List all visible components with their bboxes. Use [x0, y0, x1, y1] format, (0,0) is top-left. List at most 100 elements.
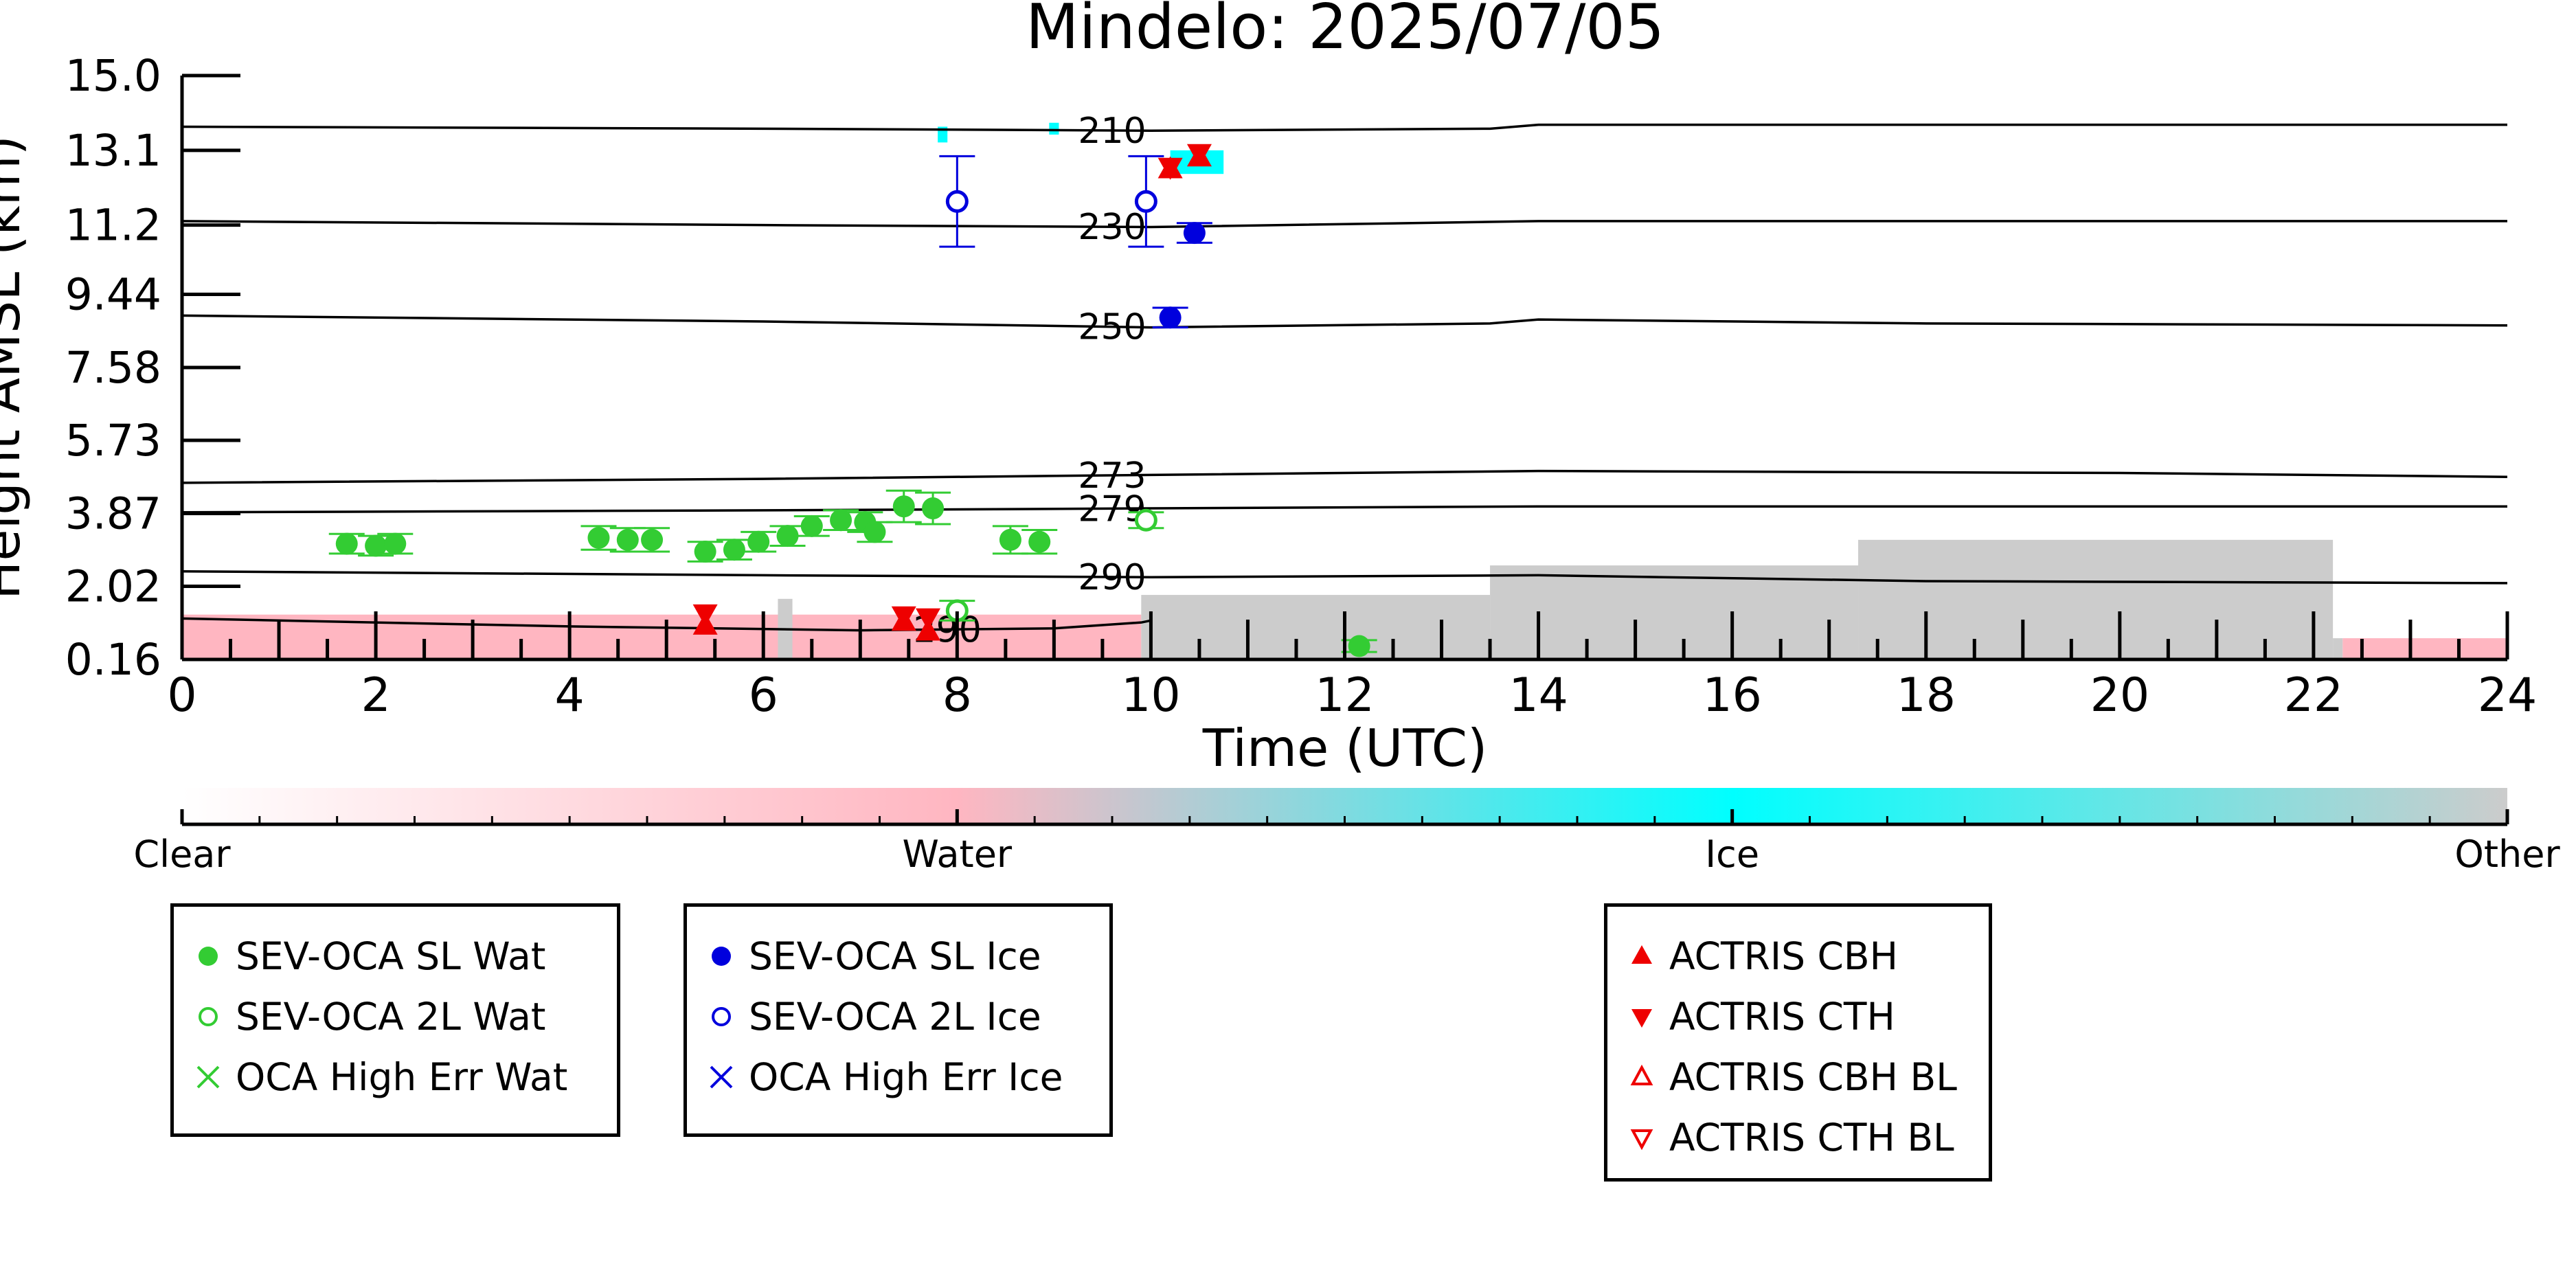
legend-entry: OCA High Err Wat [174, 1055, 567, 1099]
marker-filled-circle [922, 497, 945, 520]
marker-filled-circle [365, 534, 387, 557]
y-axis-label: Height AMSL (km) [0, 135, 32, 600]
marker-filled-circle [747, 530, 770, 553]
x-tick-label: 16 [1702, 668, 1762, 723]
isotherm-label: 230 [1078, 207, 1146, 248]
y-tick-label: 9.44 [65, 269, 161, 319]
legend-label: SEV-OCA SL Wat [236, 934, 546, 978]
marker-filled-circle [999, 528, 1021, 551]
legend-marker-icon [701, 1057, 742, 1098]
legend-water: SEV-OCA SL Wat SEV-OCA 2L Wat OCA High Err… [170, 903, 620, 1137]
isotherm-line [182, 505, 2507, 514]
y-tick-label: 13.1 [65, 126, 161, 176]
marker-filled-circle [1028, 530, 1051, 553]
colorbar-axis: Clear Water Ice Other [133, 809, 2560, 876]
legend-entry: ACTRIS CBH [1607, 934, 1898, 978]
legend-label: ACTRIS CBH BL [1669, 1055, 1957, 1099]
classification-background [182, 122, 2507, 659]
other-region [1858, 539, 2334, 659]
axes: 15.013.111.29.447.585.733.872.020.160 2 4 6… [65, 51, 2538, 723]
water-region [2342, 638, 2507, 659]
marker-filled-circle [776, 525, 799, 547]
other-region [2333, 638, 2343, 659]
legend-label: SEV-OCA 2L Ice [749, 995, 1041, 1039]
colorbar-label: Other [2454, 833, 2560, 876]
isotherm-label: 290 [1078, 557, 1146, 598]
y-tick-label: 2.02 [65, 561, 161, 611]
marker-filled-circle [694, 541, 716, 563]
x-tick-label: 18 [1896, 668, 1956, 723]
marker-filled-circle [335, 532, 358, 555]
y-tick-label: 11.2 [65, 201, 161, 251]
marker-open-circle [1134, 508, 1157, 532]
legend-marker-icon [1621, 996, 1662, 1037]
series-sev-oca-2l-ice [939, 155, 1164, 248]
marker-filled-circle [641, 528, 664, 551]
x-tick-label: 8 [942, 668, 972, 723]
legend-marker-icon [188, 936, 229, 977]
y-tick-label: 7.58 [65, 343, 161, 393]
other-region [1141, 595, 1491, 659]
legend-actris: ACTRIS CBH ACTRIS CTH ACTRIS CBH BL ACTRIS … [1604, 903, 1992, 1182]
legend-marker-icon [701, 996, 742, 1037]
marker-triangle-down [1157, 157, 1183, 180]
x-tick-label: 6 [749, 668, 778, 723]
ice-region [1049, 122, 1059, 135]
legend-label: OCA High Err Ice [749, 1055, 1063, 1099]
other-region [1490, 565, 1859, 659]
isotherm-line [182, 569, 2507, 585]
marker-filled-circle [587, 527, 610, 550]
isotherm-label: 273 [1078, 455, 1146, 497]
legend-entry: ACTRIS CBH BL [1607, 1055, 1957, 1099]
legend-entry: SEV-OCA SL Ice [687, 934, 1041, 978]
marker-open-circle [945, 190, 969, 213]
series-sev-oca-sl-ice [1152, 222, 1212, 329]
legend-marker-icon [188, 1057, 229, 1098]
marker-filled-circle [384, 532, 407, 555]
colorbar-label: Clear [133, 833, 231, 876]
marker-triangle-down [692, 604, 718, 626]
legend-label: ACTRIS CTH BL [1669, 1116, 1954, 1160]
marker-filled-circle [1159, 306, 1182, 329]
isotherm-line [182, 220, 2507, 229]
colorbar-label: Water [903, 833, 1013, 876]
marker-filled-circle [1348, 635, 1370, 657]
chart-title: Mindelo: 2025/07/05 [1026, 0, 1664, 63]
isotherm-label: 250 [1078, 307, 1146, 348]
legend-entry: ACTRIS CTH BL [1607, 1116, 1954, 1160]
colorbar-label: Ice [1705, 833, 1759, 876]
marker-triangle-down [891, 606, 916, 629]
x-tick-label: 24 [2478, 668, 2538, 723]
marker-open-circle [1134, 190, 1157, 213]
x-tick-label: 0 [167, 668, 196, 723]
x-axis-label: Time (UTC) [1202, 718, 1488, 778]
x-tick-label: 20 [2090, 668, 2150, 723]
marker-filled-circle [616, 528, 639, 551]
y-tick-label: 0.16 [65, 635, 161, 685]
legend-marker-icon [701, 936, 742, 977]
legend-label: SEV-OCA 2L Wat [236, 995, 546, 1039]
legend-label: ACTRIS CTH [1669, 995, 1895, 1039]
y-tick-label: 5.73 [65, 416, 161, 466]
cloud-markers [328, 144, 1377, 657]
legend-marker-icon [188, 996, 229, 1037]
legend-entry: SEV-OCA SL Wat [174, 934, 545, 978]
x-tick-label: 4 [555, 668, 585, 723]
x-tick-label: 12 [1315, 668, 1375, 723]
legend-entry: SEV-OCA 2L Ice [687, 995, 1041, 1039]
legend-marker-icon [1621, 1057, 1662, 1098]
x-tick-label: 22 [2284, 668, 2344, 723]
marker-filled-circle [863, 521, 886, 543]
marker-filled-circle [723, 539, 745, 561]
legend-marker-icon [1621, 1117, 1662, 1158]
marker-triangle-down [916, 608, 941, 631]
marker-triangle-down [1186, 144, 1212, 166]
x-tick-label: 14 [1509, 668, 1568, 723]
legend-entry: SEV-OCA 2L Wat [174, 995, 546, 1039]
y-tick-label: 15.0 [65, 51, 161, 101]
isotherm-line [182, 469, 2507, 484]
series-sev-oca-sl-wat [328, 489, 1377, 657]
marker-filled-circle [800, 515, 823, 537]
